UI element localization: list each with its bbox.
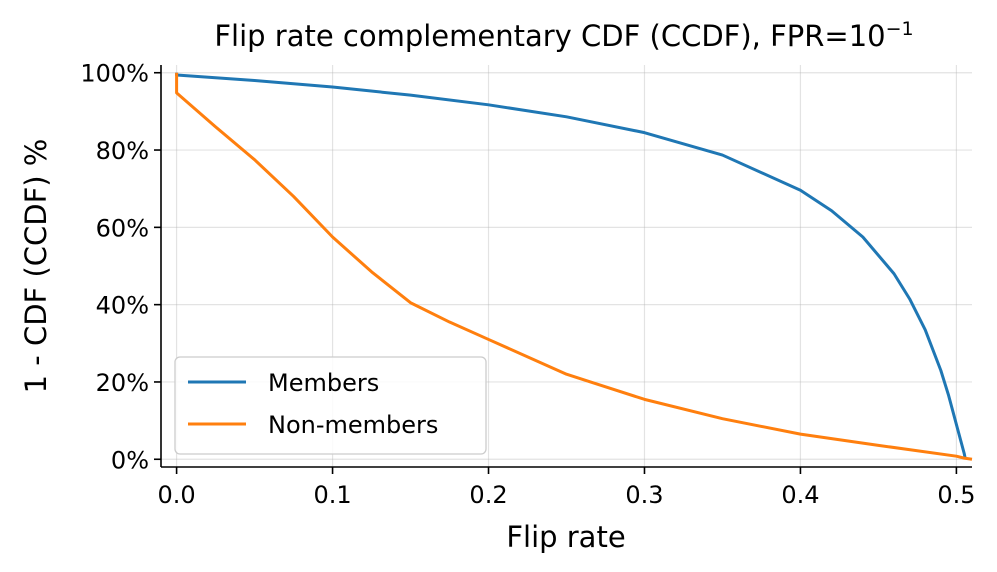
- x-tick-label: 0.5: [937, 481, 975, 509]
- x-axis-label: Flip rate: [506, 520, 625, 554]
- series-line-non-members: [175, 72, 973, 461]
- legend-label-non-members: Non-members: [268, 411, 438, 439]
- chart-title-superscript: −1: [886, 18, 914, 40]
- series-layer: [175, 72, 973, 461]
- legend-frame: [174, 356, 487, 455]
- chart-title-text: Flip rate complementary CDF (CCDF), FPR=…: [214, 19, 885, 53]
- legend-label-members: Members: [268, 369, 379, 397]
- x-tick-label: 0.3: [625, 481, 663, 509]
- y-tick-label: 0%: [111, 446, 149, 474]
- x-tick-label: 0.0: [158, 481, 196, 509]
- x-tick-label: 0.4: [781, 481, 819, 509]
- y-tick-label: 100%: [80, 60, 149, 88]
- x-axis-ticks: 0.0 0.1 0.2 0.3 0.4 0.5: [158, 467, 975, 509]
- y-tick-label: 40%: [96, 292, 149, 320]
- y-tick-label: 60%: [96, 214, 149, 242]
- y-tick-label: 20%: [96, 369, 149, 397]
- series-line-members: [175, 72, 967, 458]
- x-tick-label: 0.2: [469, 481, 507, 509]
- y-axis-label: 1 - CDF (CCDF) %: [19, 139, 53, 394]
- legend: Members Non-members: [174, 356, 487, 455]
- x-tick-label: 0.1: [313, 481, 351, 509]
- grid: [161, 65, 972, 467]
- y-axis-ticks: 0% 20% 40% 60% 80% 100%: [80, 60, 161, 474]
- chart-title: Flip rate complementary CDF (CCDF), FPR=…: [214, 18, 913, 53]
- y-tick-label: 80%: [96, 137, 149, 165]
